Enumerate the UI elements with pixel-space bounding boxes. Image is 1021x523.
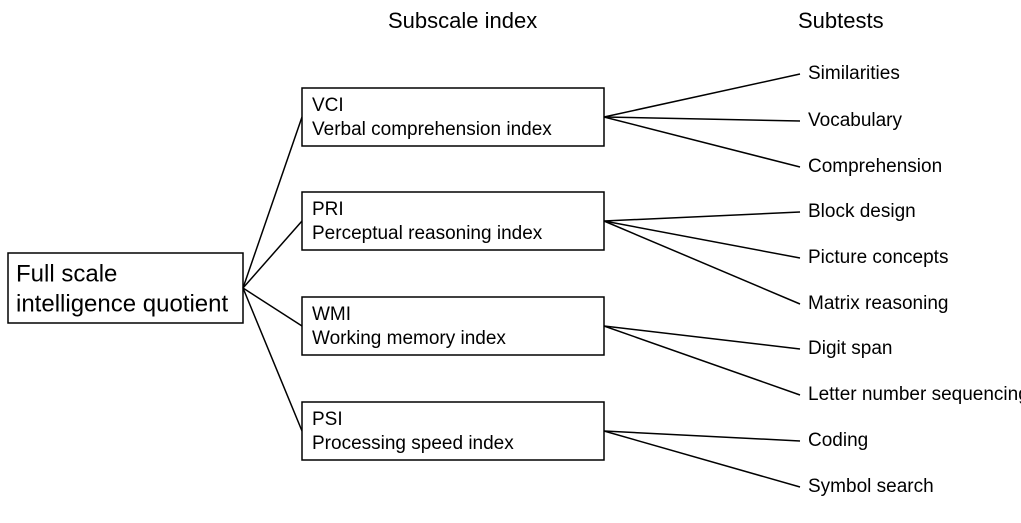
edge-pri-subtest-0 [604,212,800,221]
edge-pri-subtest-2 [604,221,800,304]
subscale-abbr-wmi: WMI [312,304,351,325]
subscale-name-psi: Processing speed index [312,433,514,454]
edge-root-psi [243,288,302,431]
edge-vci-subtest-2 [604,117,800,167]
subtest-label-vci-1: Vocabulary [808,110,903,131]
subscale-name-pri: Perceptual reasoning index [312,223,543,244]
edge-pri-subtest-1 [604,221,800,258]
header-subtests: Subtests [798,8,884,33]
edge-root-pri [243,221,302,288]
subscale-abbr-psi: PSI [312,409,343,430]
subtest-label-wmi-1: Letter number sequencing [808,384,1021,405]
subtest-label-psi-1: Symbol search [808,476,934,497]
subtest-label-pri-2: Matrix reasoning [808,293,948,314]
edge-root-vci [243,117,302,288]
iq-structure-diagram: Subscale index Subtests Full scale intellig… [0,0,1021,523]
edge-wmi-subtest-0 [604,326,800,349]
subtest-label-psi-0: Coding [808,430,868,451]
root-label-line2: intelligence quotient [16,290,228,317]
subscale-name-wmi: Working memory index [312,328,506,349]
subtest-label-wmi-0: Digit span [808,338,893,359]
subscale-name-vci: Verbal comprehension index [312,119,552,140]
subtest-label-vci-0: Similarities [808,63,900,84]
edge-root-wmi [243,288,302,326]
subtest-label-pri-0: Block design [808,201,916,222]
edge-vci-subtest-0 [604,74,800,117]
header-subscale: Subscale index [388,8,537,33]
subscale-abbr-pri: PRI [312,199,344,220]
edge-vci-subtest-1 [604,117,800,121]
subscale-abbr-vci: VCI [312,95,344,116]
subtest-label-vci-2: Comprehension [808,156,942,177]
edge-wmi-subtest-1 [604,326,800,395]
subtest-label-pri-1: Picture concepts [808,247,948,268]
root-label-line1: Full scale [16,260,117,287]
